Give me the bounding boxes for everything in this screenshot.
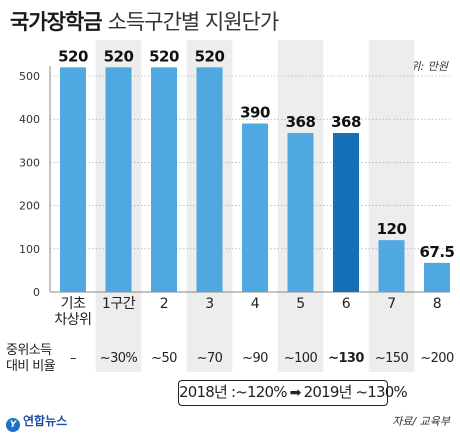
title-sub: 소득구간별 지원단가 [107, 10, 280, 34]
ratio-label: ~100 [284, 351, 318, 366]
bar [60, 67, 86, 292]
x-tick-label: 1구간 [102, 296, 136, 312]
x-tick-label: 3 [205, 296, 213, 312]
bar [378, 240, 405, 292]
highlight-box: 2018년 :~120% ➡ 2019년 ~130% [178, 380, 408, 406]
data-label: 520 [149, 47, 179, 65]
ratio-label: ~50 [151, 351, 177, 366]
x-tick-label: 기초 [61, 296, 86, 312]
data-label: 390 [240, 104, 270, 122]
y-tick-label: 300 [19, 156, 40, 169]
x-tick-label: 4 [251, 296, 260, 312]
ratio-label: ~70 [197, 351, 223, 366]
bar [151, 67, 177, 292]
data-label: 520 [195, 47, 225, 65]
y-tick-label: 100 [19, 243, 40, 256]
x-tick-label: 2 [160, 296, 168, 312]
data-label: 120 [377, 220, 407, 238]
data-label: 368 [331, 113, 361, 131]
bar [287, 133, 314, 292]
logo-text: 연합뉴스 [23, 414, 68, 428]
y-tick-label: 400 [19, 113, 40, 126]
highlight-from: 2018년 :~120% [179, 383, 287, 401]
ratio-label: ~200 [420, 351, 454, 366]
ratio-label: ~130 [328, 351, 364, 366]
x-tick-label: 5 [296, 296, 304, 312]
x-tick-label: 7 [387, 296, 395, 312]
ratio-label: ~90 [242, 351, 268, 366]
ratio-row-label: 대비 비율 [6, 359, 56, 374]
y-tick-label: 0 [33, 286, 40, 299]
data-label: 520 [104, 47, 134, 65]
bar [196, 67, 223, 292]
logo: Y 연합뉴스 [6, 412, 67, 432]
chart-title: 국가장학금 소득구간별 지원단가 [10, 6, 280, 36]
x-tick-label: 차상위 [54, 312, 91, 328]
data-label: 520 [58, 47, 88, 65]
x-tick-label: 6 [342, 296, 351, 312]
ratio-label: ~150 [375, 351, 409, 366]
data-label: 67.5 [419, 243, 454, 261]
bar [242, 123, 268, 293]
highlight-to: 2019년 ~130% [303, 383, 408, 401]
source-label: 자료/ 교육부 [392, 415, 450, 428]
bar [333, 133, 359, 292]
data-label: 368 [286, 113, 316, 131]
arrow-icon: ➡ [289, 385, 302, 401]
logo-icon: Y [6, 418, 20, 432]
column-band [368, 40, 415, 372]
ratio-label: ~30% [100, 351, 138, 366]
ratio-label: – [70, 351, 76, 366]
x-tick-label: 8 [433, 296, 441, 312]
bar [424, 262, 450, 292]
bar [105, 67, 132, 292]
y-tick-label: 500 [19, 70, 40, 83]
title-main: 국가장학금 [10, 10, 103, 34]
ratio-row-label: 중위소득 [6, 343, 52, 358]
y-tick-label: 200 [19, 200, 40, 213]
